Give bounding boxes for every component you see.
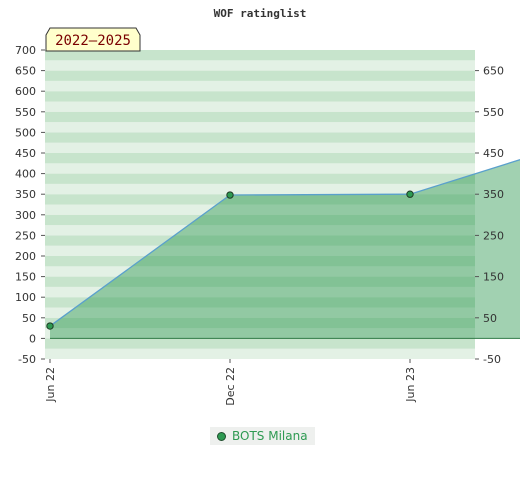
y-left-tick-label: 250	[15, 229, 36, 242]
y-left-tick-label: 100	[15, 291, 36, 304]
grid-band	[45, 101, 475, 112]
grid-band	[45, 297, 475, 308]
grid-band	[45, 91, 475, 102]
y-right-tick-label: 550	[483, 106, 504, 119]
x-tick-label: Jun 22	[44, 367, 57, 403]
period-badge-shape	[45, 27, 141, 52]
rating-area-fill	[50, 159, 520, 339]
grid-band	[45, 122, 475, 133]
y-left-tick-label: 500	[15, 126, 36, 139]
grid-band	[45, 132, 475, 143]
data-point	[226, 191, 234, 199]
grid-band	[45, 245, 475, 256]
period-badge-label: 2022–2025	[55, 33, 131, 49]
rating-markers	[46, 190, 414, 330]
y-right-tick-label: 50	[483, 312, 497, 325]
chart-title: WOF ratinglist	[214, 7, 307, 20]
grid-band	[45, 276, 475, 287]
grid-band	[45, 256, 475, 267]
y-left-tick-label: 700	[15, 44, 36, 57]
y-left-tick-label: 650	[15, 65, 36, 78]
x-tick-label: Jun 23	[404, 367, 417, 403]
rating-line	[49, 159, 520, 339]
plot-background	[45, 50, 475, 359]
chart-legend: BOTS Milana	[210, 427, 315, 445]
grid-band	[45, 328, 475, 339]
grid-band	[45, 153, 475, 164]
grid-band	[45, 50, 475, 61]
grid-band	[45, 225, 475, 236]
grid-band	[45, 204, 475, 215]
grid-band	[45, 173, 475, 184]
y-left-tick-label: 200	[15, 250, 36, 263]
legend-label: BOTS Milana	[232, 429, 308, 443]
grid-band	[45, 307, 475, 318]
grid-band	[45, 194, 475, 205]
y-right-tick-label: -50	[483, 353, 501, 366]
grid-band	[45, 142, 475, 153]
y-left-tick-label: 50	[22, 312, 36, 325]
period-badge: 2022–2025	[45, 27, 141, 52]
grid-band	[45, 183, 475, 195]
grid-band	[45, 111, 475, 123]
grid-band	[45, 80, 475, 92]
grid-band	[45, 235, 475, 246]
data-point	[46, 322, 54, 330]
x-tick-label: Dec 22	[224, 367, 237, 406]
grid-band	[45, 348, 475, 359]
y-left-tick-label: 400	[15, 168, 36, 181]
grid-band	[45, 286, 475, 298]
y-left-tick-label: 150	[15, 271, 36, 284]
y-right-tick-label: 350	[483, 188, 504, 201]
y-left-tick-label: 550	[15, 106, 36, 119]
rating-area	[50, 159, 520, 339]
grid-band	[45, 163, 475, 174]
grid-band	[45, 317, 475, 329]
y-right-tick-label: 450	[483, 147, 504, 160]
y-axis-right: -50 50 150 250 350 450 550 650	[475, 65, 504, 366]
y-left-tick-label: 300	[15, 209, 36, 222]
y-right-tick-label: 650	[483, 65, 504, 78]
y-left-tick-label: 350	[15, 188, 36, 201]
legend-marker-icon	[217, 431, 226, 441]
y-left-tick-label: 600	[15, 85, 36, 98]
grid-band	[45, 266, 475, 277]
grid-band	[45, 214, 475, 226]
grid-band	[45, 338, 475, 349]
rating-line-path	[49, 159, 520, 327]
grid-band	[45, 60, 475, 71]
y-left-tick-label: 0	[29, 332, 36, 345]
y-left-tick-label: 450	[15, 147, 36, 160]
data-point	[406, 190, 414, 198]
y-right-tick-label: 150	[483, 271, 504, 284]
y-right-tick-label: 250	[483, 229, 504, 242]
y-left-tick-label: -50	[18, 353, 36, 366]
grid-band	[45, 70, 475, 81]
y-axis-left: -50 0 50 100 150 200 250 300 350 400 450 500 550 600 6…	[15, 44, 45, 366]
